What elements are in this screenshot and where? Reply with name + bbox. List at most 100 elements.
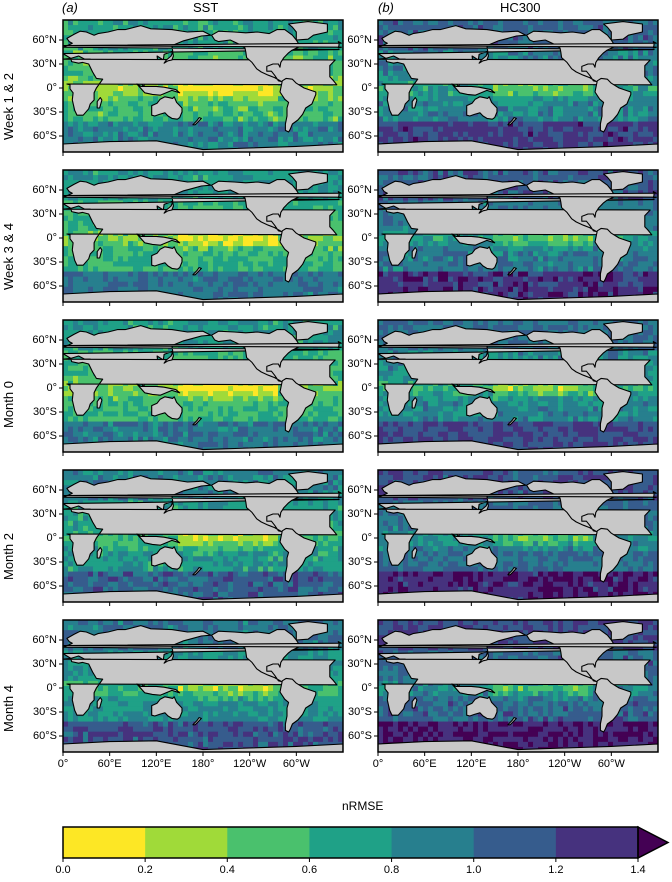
- lon-tick-label: 120°W: [548, 758, 582, 770]
- land-namerica: [211, 479, 301, 533]
- land-newzealand: [192, 117, 202, 126]
- land-madagascar: [96, 397, 103, 409]
- colorbar-segment: [391, 827, 475, 858]
- lat-tick-label: 60°N: [32, 184, 57, 196]
- land-japan: [478, 651, 489, 664]
- land-uk: [63, 191, 342, 199]
- lat-tick-label: 30°S: [33, 706, 57, 718]
- colorbar-tick-label: 1.2: [548, 864, 564, 876]
- land-indonesia: [136, 83, 181, 96]
- lon-tick-label: 180°: [506, 758, 530, 770]
- land-antarctica: [378, 740, 658, 752]
- land-australia: [151, 246, 183, 270]
- lon-tick-label: 120°E: [141, 758, 172, 770]
- lat-tick-label: 0°: [46, 232, 57, 244]
- land-greenland: [603, 171, 643, 191]
- land-japan: [163, 651, 174, 664]
- land-indonesia: [451, 233, 496, 246]
- panel-letter-a: (a): [62, 0, 78, 15]
- land-samerica: [594, 227, 632, 283]
- lat-tick-label: 30°N: [32, 358, 57, 370]
- land-namerica: [211, 179, 301, 233]
- land-japan: [163, 201, 174, 214]
- colorbar-tick-label: 0.0: [55, 864, 71, 876]
- panel-sst-1: [59, 19, 344, 156]
- land-indonesia: [136, 383, 181, 396]
- land-samerica: [279, 377, 317, 433]
- lat-tick-label: 60°N: [347, 634, 372, 646]
- land-madagascar: [411, 97, 418, 109]
- land-samerica: [594, 377, 632, 433]
- lat-tick-label: 30°N: [32, 508, 57, 520]
- land-samerica: [279, 527, 317, 583]
- land-indonesia: [451, 383, 496, 396]
- panel-hc300-4: [374, 469, 659, 606]
- land-newzealand: [507, 567, 517, 576]
- lat-tick-label: 30°N: [32, 208, 57, 220]
- land-samerica: [594, 77, 632, 133]
- land-indonesia: [136, 233, 181, 246]
- lon-tick-label: 60°E: [97, 758, 122, 770]
- land-antarctica: [63, 440, 343, 452]
- land-samerica: [594, 527, 632, 583]
- land-madagascar: [96, 547, 103, 559]
- column-title-sst: SST: [193, 0, 219, 15]
- lat-tick-label: 30°N: [347, 208, 372, 220]
- colorbar-tick-label: 0.6: [301, 864, 318, 876]
- land-indonesia: [451, 83, 496, 96]
- lat-tick-label: 60°S: [33, 130, 57, 142]
- land-madagascar: [96, 247, 103, 259]
- land-antarctica: [63, 740, 343, 752]
- lat-tick-label: 60°N: [32, 334, 57, 346]
- land-newzealand: [507, 717, 517, 726]
- land-newzealand: [507, 267, 517, 276]
- lat-tick-label: 60°N: [347, 484, 372, 496]
- lat-tick-label: 30°N: [32, 658, 57, 670]
- land-uk: [378, 641, 657, 649]
- land-samerica: [279, 77, 317, 133]
- lat-tick-label: 60°S: [33, 730, 57, 742]
- land-namerica: [211, 29, 301, 83]
- land-japan: [163, 51, 174, 64]
- land-madagascar: [96, 697, 103, 709]
- land-antarctica: [378, 290, 658, 302]
- colorbar-segment: [227, 827, 310, 858]
- lon-tick-label: 0°: [57, 758, 69, 770]
- colorbar-tick-label: 0.4: [219, 864, 235, 876]
- land-indonesia: [451, 683, 496, 696]
- land-uk: [378, 491, 657, 499]
- lat-tick-label: 60°N: [32, 484, 57, 496]
- colorbar-segment: [555, 827, 639, 858]
- lat-tick-label: 60°S: [33, 280, 57, 292]
- lon-tick-label: 120°W: [233, 758, 267, 770]
- panel-hc300-2: [374, 169, 659, 306]
- colorbar-label: nRMSE: [342, 799, 384, 813]
- land-australia: [466, 396, 498, 420]
- lat-tick-label: 30°S: [33, 556, 57, 568]
- panel-hc300-1: [374, 19, 659, 156]
- lat-tick-label: 0°: [46, 532, 57, 544]
- lat-tick-label: 30°N: [347, 508, 372, 520]
- land-greenland: [288, 21, 328, 41]
- lat-tick-label: 60°N: [347, 184, 372, 196]
- land-indonesia: [136, 683, 181, 696]
- land-newzealand: [192, 417, 202, 426]
- land-uk: [378, 191, 657, 199]
- land-japan: [478, 501, 489, 514]
- lat-tick-label: 30°S: [348, 256, 372, 268]
- lat-tick-label: 30°S: [348, 556, 372, 568]
- lat-tick-label: 0°: [361, 682, 372, 694]
- land-australia: [466, 246, 498, 270]
- land-australia: [466, 96, 498, 120]
- lat-tick-label: 30°N: [347, 358, 372, 370]
- land-greenland: [288, 621, 328, 641]
- land-indonesia: [451, 533, 496, 546]
- land-samerica: [279, 677, 317, 733]
- lat-tick-label: 60°N: [32, 634, 57, 646]
- land-greenland: [603, 471, 643, 491]
- colorbar-tick-label: 1.4: [630, 864, 646, 876]
- lat-tick-label: 30°S: [348, 706, 372, 718]
- lat-tick-label: 60°S: [348, 280, 372, 292]
- lat-tick-label: 0°: [361, 232, 372, 244]
- land-namerica: [211, 629, 301, 683]
